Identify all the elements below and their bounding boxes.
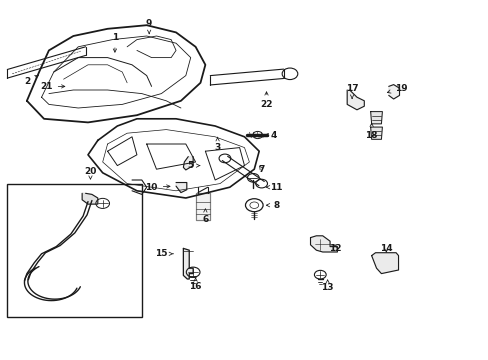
- Text: 11: 11: [266, 183, 282, 192]
- Text: 14: 14: [379, 244, 392, 253]
- Polygon shape: [346, 90, 364, 110]
- Text: 9: 9: [145, 19, 152, 33]
- Polygon shape: [388, 85, 399, 99]
- Polygon shape: [310, 236, 337, 252]
- Polygon shape: [82, 193, 98, 204]
- Polygon shape: [371, 253, 398, 274]
- Text: 15: 15: [155, 249, 173, 258]
- Text: 12: 12: [328, 244, 341, 253]
- Text: 20: 20: [84, 166, 97, 179]
- Text: 10: 10: [145, 183, 170, 192]
- Text: 3: 3: [214, 138, 220, 152]
- Polygon shape: [370, 112, 382, 124]
- Text: 5: 5: [187, 161, 199, 170]
- Polygon shape: [195, 193, 210, 220]
- Polygon shape: [176, 183, 186, 193]
- Text: 2: 2: [24, 75, 38, 85]
- Polygon shape: [370, 127, 382, 139]
- Circle shape: [252, 131, 262, 139]
- Text: 21: 21: [40, 82, 65, 91]
- Bar: [195, 193, 210, 220]
- Text: 19: 19: [386, 84, 407, 93]
- Text: 22: 22: [260, 92, 272, 109]
- Polygon shape: [183, 157, 193, 170]
- Text: 1: 1: [112, 33, 118, 52]
- Text: 8: 8: [266, 201, 279, 210]
- Text: 7: 7: [258, 165, 264, 174]
- Text: 4: 4: [264, 130, 277, 139]
- Text: 6: 6: [202, 209, 208, 224]
- Text: 13: 13: [321, 280, 333, 292]
- Polygon shape: [183, 248, 193, 279]
- Bar: [7, 184, 142, 317]
- Text: 16: 16: [189, 278, 202, 291]
- Text: 18: 18: [365, 123, 377, 139]
- Text: 17: 17: [345, 84, 358, 98]
